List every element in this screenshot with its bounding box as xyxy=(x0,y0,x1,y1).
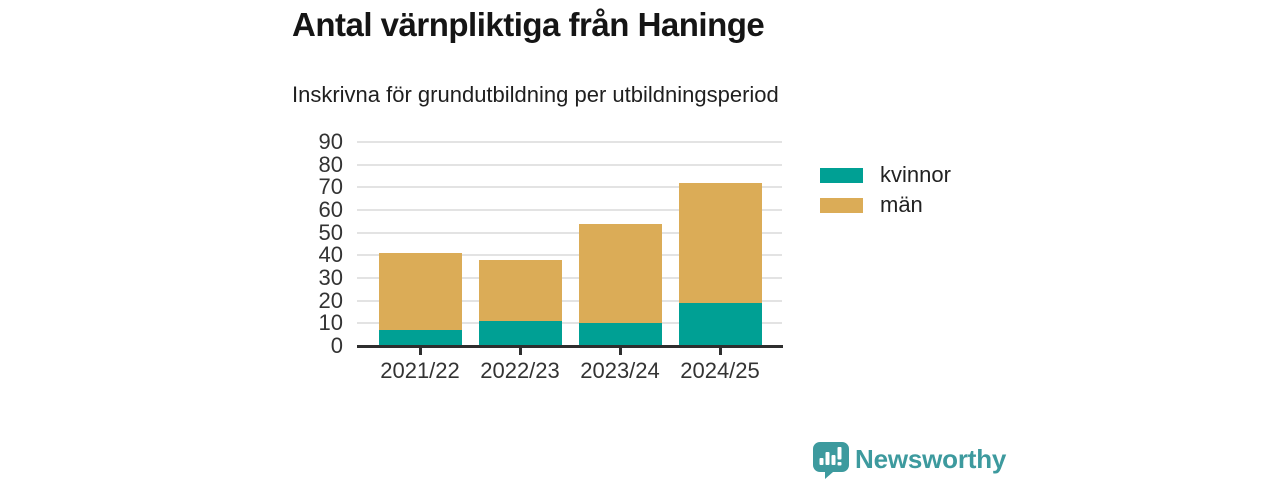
newsworthy-logo-icon xyxy=(813,442,849,479)
x-axis-tick-label: 2021/22 xyxy=(380,358,460,383)
legend-label: kvinnor xyxy=(880,161,951,187)
y-axis-tick-label: 50 xyxy=(318,219,343,245)
gridline xyxy=(357,277,782,279)
chart-subtitle: Inskrivna för grundutbildning per utbild… xyxy=(292,82,779,107)
bar-segment-kvinnor xyxy=(378,330,462,346)
x-axis-tick xyxy=(718,347,722,355)
y-axis-tick-label: 60 xyxy=(318,197,343,222)
chart-title: Antal värnpliktiga från Haninge xyxy=(292,6,765,43)
bar-segment-män xyxy=(478,259,562,322)
y-axis-tick-label: 20 xyxy=(318,287,343,313)
y-axis-tick-label: 30 xyxy=(318,265,343,290)
gridline xyxy=(357,254,782,257)
x-axis-tick-label: 2023/24 xyxy=(580,358,660,383)
x-axis-line xyxy=(357,345,783,348)
y-axis-tick-label: 10 xyxy=(318,310,343,336)
y-axis-tick-label: 70 xyxy=(318,174,343,200)
gridline xyxy=(357,209,782,211)
x-axis-tick-label: 2024/25 xyxy=(680,358,760,383)
y-axis-tick-label: 40 xyxy=(318,242,343,268)
x-axis-tick xyxy=(618,347,622,355)
gridline xyxy=(357,163,782,166)
bar-segment-kvinnor xyxy=(478,321,562,346)
y-axis-tick-label: 90 xyxy=(318,129,343,154)
bar-segment-män xyxy=(678,182,762,303)
x-axis-tick xyxy=(418,347,422,355)
bar-segment-män xyxy=(578,223,662,324)
x-axis-tick-label: 2022/23 xyxy=(480,358,560,383)
gridline xyxy=(357,322,782,325)
legend-swatch-män xyxy=(820,198,863,213)
gridline xyxy=(357,186,782,189)
legend-label: män xyxy=(880,191,923,217)
bar-segment-kvinnor xyxy=(678,302,762,346)
bar-segment-kvinnor xyxy=(578,323,662,346)
gridline xyxy=(357,231,782,234)
gridline xyxy=(357,141,782,143)
y-axis-tick-label: 80 xyxy=(318,151,343,177)
brand-name: Newsworthy xyxy=(855,444,1007,474)
bar-segment-män xyxy=(378,253,462,331)
gridline xyxy=(357,299,782,302)
legend-swatch-kvinnor xyxy=(820,168,863,183)
x-axis-tick xyxy=(518,347,522,355)
y-axis-tick-label: 0 xyxy=(330,333,343,358)
